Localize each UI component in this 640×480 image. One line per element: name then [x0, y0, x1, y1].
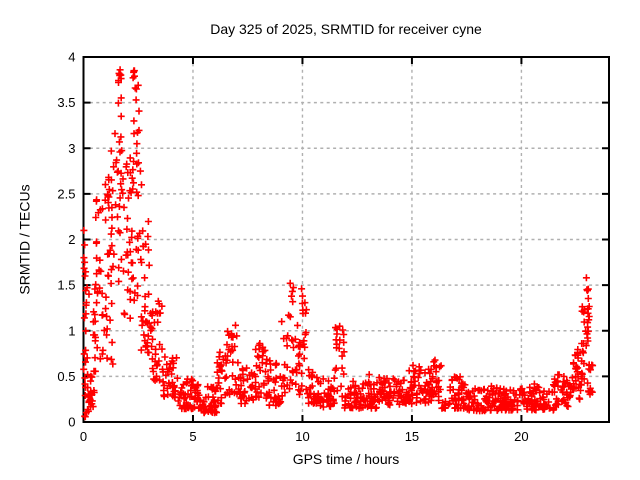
chart-title: Day 325 of 2025, SRMTID for receiver cyn…: [210, 21, 482, 37]
scatter-points: [80, 66, 597, 421]
y-tick-label: 3: [68, 141, 75, 156]
x-axis-label: GPS time / hours: [292, 451, 400, 467]
x-tick-label: 15: [405, 429, 419, 444]
x-tick-label: 20: [514, 429, 528, 444]
y-tick-label: 1.5: [57, 278, 75, 293]
y-tick-label: 4: [68, 50, 75, 65]
y-tick-label: 1: [68, 323, 75, 338]
y-tick-label: 2.5: [57, 186, 75, 201]
y-tick-label: 0.5: [57, 369, 75, 384]
x-tick-label: 10: [295, 429, 309, 444]
y-tick-label: 2: [68, 232, 75, 247]
y-tick-label: 0: [68, 415, 75, 430]
y-tick-label: 3.5: [57, 95, 75, 110]
x-tick-label: 5: [189, 429, 196, 444]
x-tick-label: 0: [80, 429, 87, 444]
